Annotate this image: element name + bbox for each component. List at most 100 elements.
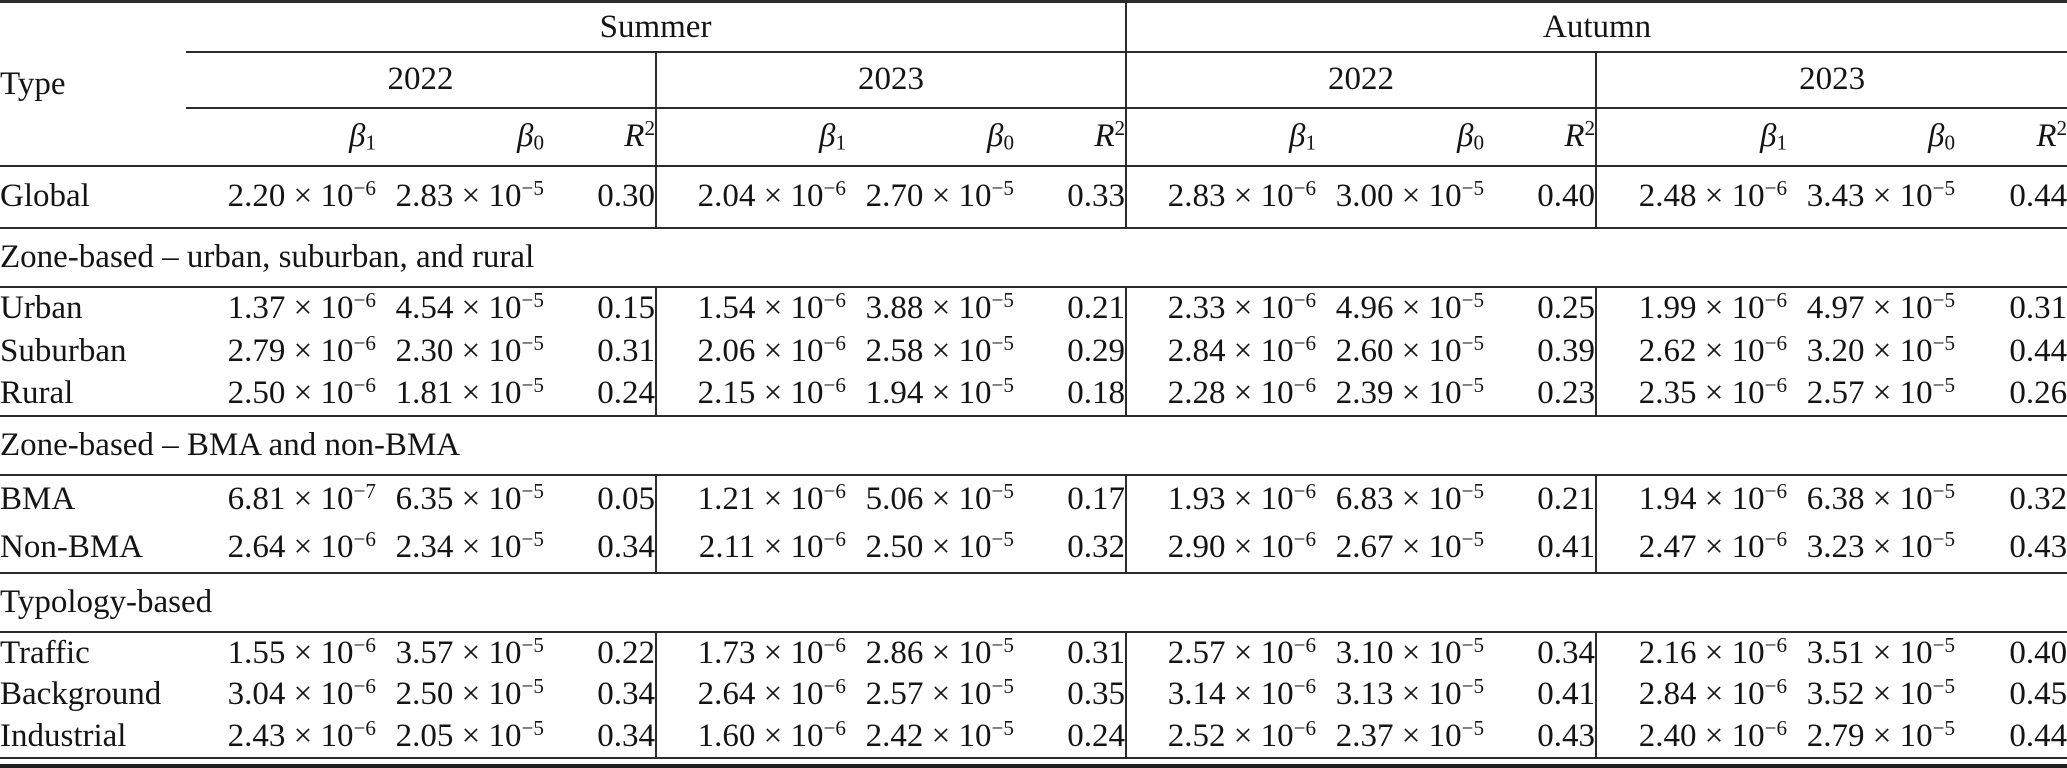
data-cell: 1.94 × 10−6 [1638, 479, 1788, 518]
data-cell: 2.30 × 10−5 [395, 330, 544, 369]
data-cell: 0.41 [1484, 673, 1598, 716]
data-cell: 3.04 × 10−6 [227, 674, 376, 713]
data-cell: 0.15 [544, 286, 657, 330]
data-cell: 3.20 × 10−5 [1806, 330, 1956, 369]
data-cell: 1.21 × 10−6 [697, 479, 846, 518]
data-cell: 0.24 [544, 372, 657, 416]
row-label: Industrial [0, 715, 186, 759]
data-cell: 2.79 × 10−5 [1787, 715, 1956, 759]
season-header-summer: Summer [186, 0, 1128, 53]
data-cell: 0.34 [544, 715, 657, 759]
table-header: Type Summer Autumn 2022 2023 2022 2023 β… [0, 0, 2067, 167]
season-header-autumn: Autumn [1126, 0, 2067, 53]
data-cell: 1.60 × 10−6 [656, 715, 846, 759]
data-cell: 3.57 × 10−5 [395, 632, 544, 671]
data-cell: 0.24 [1014, 715, 1128, 759]
row-label: Background [0, 676, 162, 713]
row-label: Rural [0, 375, 74, 412]
data-cell: 0.26 [2009, 375, 2067, 412]
data-cell: 2.57 × 10−5 [1806, 373, 1956, 412]
data-cell: 0.31 [544, 329, 657, 373]
data-cell: 2.90 × 10−6 [1167, 527, 1317, 566]
data-cell: 0.34 [544, 523, 657, 573]
data-cell: 3.88 × 10−5 [865, 288, 1014, 327]
section-header-row: Zone-based – urban, suburban, and rural [0, 226, 2067, 288]
data-cell: 2.11 × 10−6 [698, 527, 846, 566]
data-cell: 2.48 × 10−6 [1638, 176, 1788, 215]
year-header-summer-2022: 2022 [186, 51, 657, 109]
stat-header-beta1-g3: β1 [1596, 107, 1788, 167]
data-cell: 0.41 [1484, 523, 1598, 573]
stat-header-r2-g2: R2 [1484, 107, 1598, 167]
data-cell: 0.40 [1484, 165, 1598, 228]
data-cell: 2.67 × 10−5 [1335, 527, 1485, 566]
year-header-summer-2023: 2023 [656, 51, 1128, 109]
data-cell: 0.39 [1484, 329, 1598, 373]
data-cell: 3.13 × 10−5 [1335, 674, 1485, 713]
section-label: Typology-based [0, 571, 2067, 633]
data-cell: 2.84 × 10−6 [1638, 674, 1788, 713]
row-label: Traffic [0, 634, 90, 671]
data-cell: 1.81 × 10−5 [395, 373, 544, 412]
data-cell: 2.50 × 10−5 [395, 674, 544, 713]
year-header-row: 2022 2023 2022 2023 [0, 51, 2067, 109]
stat-header-beta1-g1: β1 [656, 107, 846, 167]
data-cell: 2.05 × 10−5 [376, 715, 544, 759]
data-cell: 2.62 × 10−6 [1638, 330, 1788, 369]
data-cell: 2.42 × 10−5 [846, 715, 1014, 759]
data-cell: 2.20 × 10−6 [227, 176, 376, 215]
table-row-background: Background 3.04 × 10−6 2.50 × 10−5 0.34 2.64… [0, 673, 2067, 716]
data-cell: 4.97 × 10−5 [1806, 288, 1956, 327]
stat-header-row: β1 β0 R2 β1 β0 R2 β1 β0 R2 β1 β0 R2 [0, 107, 2067, 167]
year-header-autumn-2022: 2022 [1126, 51, 1598, 109]
data-cell: 0.05 [544, 474, 657, 524]
table-row-bma: BMA 6.81 × 10−7 6.35 × 10−5 0.05 1.21 × 10−6… [0, 474, 2067, 524]
data-cell: 2.79 × 10−6 [227, 330, 376, 369]
table-row-suburban: Suburban 2.79 × 10−6 2.30 × 10−5 0.31 2.06 ×… [0, 329, 2067, 373]
data-cell: 2.84 × 10−6 [1167, 330, 1317, 369]
data-cell: 6.38 × 10−5 [1806, 479, 1956, 518]
data-cell: 2.60 × 10−5 [1335, 330, 1485, 369]
stat-header-beta0-g1: β0 [846, 107, 1014, 167]
data-cell: 0.44 [2009, 178, 2067, 215]
data-cell: 0.21 [1014, 286, 1128, 330]
data-cell: 3.10 × 10−5 [1335, 632, 1485, 671]
data-cell: 0.17 [1014, 474, 1128, 524]
data-cell: 0.25 [1484, 286, 1598, 330]
section-label: Zone-based – urban, suburban, and rural [0, 226, 2067, 288]
data-cell: 3.23 × 10−5 [1806, 527, 1956, 566]
data-cell: 2.06 × 10−6 [697, 330, 846, 369]
data-cell: 1.37 × 10−6 [227, 288, 376, 327]
data-cell: 1.94 × 10−5 [865, 373, 1014, 412]
data-cell: 3.52 × 10−5 [1806, 674, 1956, 713]
row-label: Non-BMA [0, 529, 144, 566]
data-cell: 1.99 × 10−6 [1638, 288, 1788, 327]
data-cell: 0.22 [544, 631, 657, 674]
data-cell: 0.35 [1014, 673, 1128, 716]
table-row-traffic: Traffic 1.55 × 10−6 3.57 × 10−5 0.22 1.73 × … [0, 631, 2067, 674]
data-cell: 2.43 × 10−6 [186, 715, 376, 759]
data-cell: 0.44 [1955, 715, 2067, 759]
data-cell: 0.31 [2009, 290, 2067, 327]
data-cell: 2.35 × 10−6 [1638, 373, 1788, 412]
table-row-rural: Rural 2.50 × 10−6 1.81 × 10−5 0.24 2.15 × 10… [0, 372, 2067, 416]
section-label: Zone-based – BMA and non-BMA [0, 414, 2067, 476]
data-cell: 3.14 × 10−6 [1167, 674, 1317, 713]
data-cell: 0.34 [1484, 631, 1598, 674]
stat-header-beta1-g2: β1 [1126, 107, 1317, 167]
data-cell: 1.55 × 10−6 [227, 632, 376, 671]
table-row-non-bma: Non-BMA 2.64 × 10−6 2.34 × 10−5 0.34 2.11 × … [0, 523, 2067, 573]
data-cell: 2.50 × 10−5 [865, 527, 1014, 566]
table-body: Global 2.20 × 10−6 2.83 × 10−5 0.30 2.04 × 1… [0, 165, 2067, 759]
data-cell: 5.06 × 10−5 [865, 479, 1014, 518]
row-label: Urban [0, 290, 83, 327]
section-header-row: Typology-based [0, 571, 2067, 633]
stat-header-r2-g0: R2 [544, 107, 657, 167]
row-label: Global [0, 178, 90, 215]
data-cell: 1.93 × 10−6 [1167, 479, 1317, 518]
year-header-autumn-2023: 2023 [1596, 51, 2067, 109]
data-cell: 2.83 × 10−5 [395, 176, 544, 215]
stat-header-beta0-g2: β0 [1316, 107, 1485, 167]
table-row-industrial: Industrial 2.43 × 10−6 2.05 × 10−5 0.34 1.60… [0, 715, 2067, 759]
